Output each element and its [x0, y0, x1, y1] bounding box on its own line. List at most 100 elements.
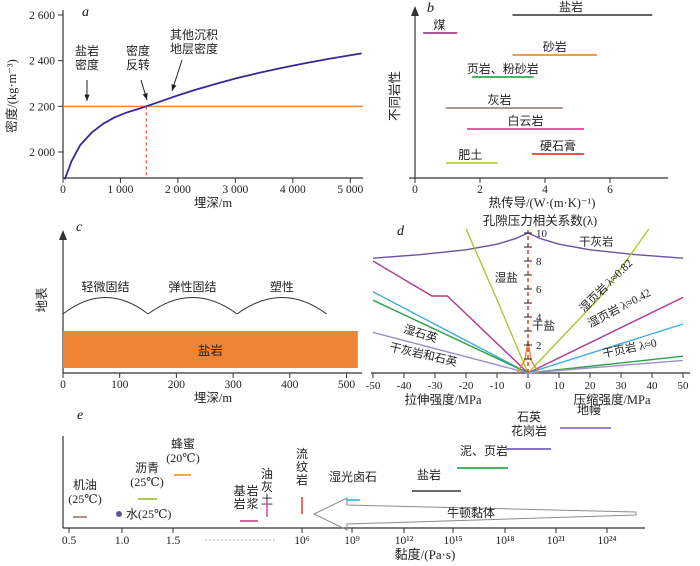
- b-bar-label: 硬石膏: [540, 138, 576, 153]
- a-y-axis-title: 密度/(kg·m⁻³): [4, 59, 19, 133]
- d-lambda-tick-label: 2: [536, 340, 542, 352]
- d-series-湿页岩 λ≈0.42 拉伸侧: [372, 260, 529, 374]
- d-title: 孔隙压力相关系数(λ): [483, 213, 597, 228]
- d-x-axis-title-compression: 压缩强度/MPa: [573, 392, 651, 407]
- c-zone-label: 轻微固结: [82, 280, 130, 294]
- d-series-label: 干页岩 λ≈0: [601, 335, 658, 360]
- d-x-tick-label: -50: [366, 380, 381, 392]
- arrowhead: [84, 94, 90, 101]
- b-bar-label: 白云岩: [507, 113, 543, 128]
- e-item-label-honey: 蜂蜜: [171, 436, 195, 451]
- e-x-tick-label: 10¹⁵: [444, 535, 463, 547]
- b-x-axis-title: 热传导/(W·(m·K)⁻¹): [489, 195, 596, 210]
- c-y-axis-title: 地表: [35, 287, 49, 313]
- d-series-label: 湿盐: [495, 271, 518, 284]
- e-item-label-asphalt: 沥青: [135, 461, 159, 475]
- a-annotation-text: 密度: [75, 57, 99, 72]
- d-x-tick-label: 0: [525, 380, 531, 392]
- b-x-tick-label: 4: [542, 184, 548, 196]
- arrowhead: [171, 84, 177, 91]
- e-item-label-quartz-granite: 石英: [517, 410, 541, 424]
- a-sediment-density-curve: [63, 52, 362, 180]
- d-lambda-tick-label: 6: [536, 284, 542, 296]
- e-x-axis-title: 黏度/(Pa·s): [395, 547, 456, 562]
- d-series-干页岩 λ≈0: [527, 323, 684, 374]
- e-item-label-asphalt: (25℃): [130, 475, 163, 489]
- e-x-tick-label: 0.5: [62, 535, 77, 547]
- panel-label-e: e: [77, 408, 84, 423]
- b-bar-label: 灰岩: [487, 92, 511, 107]
- a-x-tick-label: 4 000: [280, 184, 306, 196]
- c-x-tick-label: 300: [224, 379, 242, 391]
- e-item-label-mafic-magma: 岩: [233, 496, 245, 511]
- b-bar-label: 盐岩: [559, 0, 583, 14]
- d-series-干灰岩和石英: [372, 331, 529, 374]
- e-item-label-mafic-magma: 基: [233, 484, 245, 498]
- e-x-tick-label: 1.5: [166, 535, 181, 547]
- e-item-label-mantle: 地幔: [577, 402, 601, 417]
- b-bar-label: 砂岩: [543, 39, 567, 54]
- d-series-干盐: [516, 340, 540, 374]
- d-x-tick-label: 10: [554, 380, 566, 392]
- d-x-tick-label: 20: [585, 380, 597, 392]
- a-x-tick-label: 5 000: [337, 184, 363, 196]
- e-newtonian-arrow: [312, 497, 637, 531]
- d-series-湿盐: [465, 228, 529, 374]
- e-x-tick-label: 10⁶: [294, 535, 310, 547]
- c-salt-bar-label: 盐岩: [198, 343, 223, 358]
- panel-label-c: c: [76, 220, 83, 235]
- b-y-axis-title: 不同岩性: [387, 71, 402, 121]
- a-annotation-text: 地层密度: [170, 41, 218, 56]
- d-x-tick-label: 40: [647, 380, 659, 392]
- c-x-tick-label: 400: [281, 379, 299, 391]
- panel-label-a: a: [82, 5, 89, 20]
- a-annotation-text: 反转: [126, 57, 150, 72]
- d-lambda-tick-label: 8: [536, 256, 542, 268]
- panel-b-chart: 0 2 4 6 热传导/(W·(m·K)⁻¹) 不同岩性 盐岩煤砂岩页岩、粉砂岩灰岩白云岩硬…: [387, 0, 668, 210]
- a-x-tick-label: 0: [60, 184, 66, 196]
- e-item-label-wet-carnallite: 湿光卤石: [329, 469, 377, 484]
- d-x-tick-label: -30: [428, 380, 443, 392]
- panel-label-d: d: [397, 224, 404, 239]
- b-bar-label: 肥土: [458, 148, 482, 162]
- e-x-tick-label: 1.0: [115, 535, 130, 547]
- d-series-label: 干灰岩: [579, 235, 614, 249]
- e-item-label-mud-shale: 泥、页岩: [460, 443, 508, 458]
- b-x-tick-label: 0: [412, 184, 418, 196]
- d-x-tick-label: -40: [397, 380, 412, 392]
- c-salt-bar: [63, 331, 358, 368]
- a-annotation-text: 密度: [126, 43, 150, 58]
- e-x-tick-label: 10⁹: [344, 535, 360, 547]
- c-x-tick-label: 500: [338, 379, 356, 391]
- d-series-湿页岩 λ≈0.42: [527, 296, 684, 374]
- e-item-label-rhyolite: 岩: [296, 472, 308, 487]
- d-series-label: 干灰岩和石英: [388, 340, 459, 369]
- a-x-tick-label: 3 000: [222, 184, 248, 196]
- e-x-tick-label: 10¹²: [395, 535, 414, 547]
- e-x-tick-label: 10²¹: [547, 535, 566, 547]
- a-y-tick-label: 2 600: [29, 10, 55, 22]
- e-item-label-putty: 油: [261, 467, 273, 481]
- e-item-label-rhyolite: 纹: [296, 460, 308, 474]
- a-y-tick-label: 2 400: [29, 56, 55, 68]
- d-lambda-tick-label: 4: [536, 312, 542, 324]
- c-zone-label: 弹性固结: [169, 280, 217, 294]
- a-x-tick-label: 2 000: [165, 184, 191, 196]
- e-item-label-water: 水(25℃): [126, 507, 171, 521]
- d-x-tick-label: -10: [490, 380, 505, 392]
- b-x-tick-label: 6: [607, 184, 613, 196]
- d-x-tick-label: 50: [678, 380, 690, 392]
- a-x-axis-title: 埋深/m: [194, 196, 232, 210]
- a-y-tick-label: 2 200: [29, 101, 55, 113]
- e-item-label-putty: 灰: [261, 480, 273, 494]
- e-item-label-rhyolite: 流: [296, 447, 308, 461]
- e-x-tick-label: 10¹⁸: [496, 535, 515, 547]
- d-series-label: 干盐: [532, 320, 555, 333]
- e-item-marker-water: [116, 511, 122, 517]
- d-lambda-tick-label: 10: [536, 228, 548, 240]
- c-x-tick-label: 100: [111, 379, 129, 391]
- a-x-tick-label: 1 000: [108, 184, 134, 196]
